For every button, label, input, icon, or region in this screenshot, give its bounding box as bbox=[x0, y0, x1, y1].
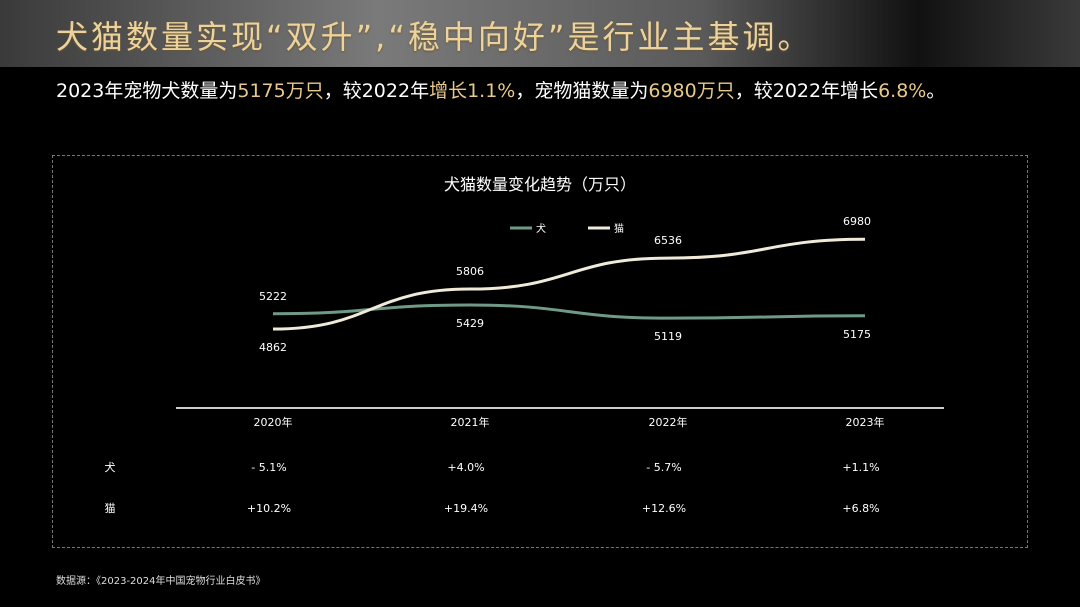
summary-segment: 增长1.1% bbox=[429, 80, 516, 102]
summary-segment: ，宠物猫数量为 bbox=[515, 80, 649, 102]
table-cell: +6.8% bbox=[842, 502, 879, 515]
title-banner bbox=[0, 0, 1080, 67]
data-label: 5175 bbox=[843, 328, 871, 341]
chart-title: 犬猫数量变化趋势（万只） bbox=[444, 175, 636, 194]
summary-segment: 6980万只 bbox=[648, 80, 735, 102]
table-cell: - 5.1% bbox=[251, 461, 286, 474]
table-row-label: 犬 bbox=[105, 460, 116, 474]
table-cell: +4.0% bbox=[447, 461, 484, 474]
legend-label: 犬 bbox=[536, 222, 546, 235]
summary-text: 2023年宠物犬数量为5175万只，较2022年增长1.1%，宠物猫数量为698… bbox=[56, 76, 945, 103]
data-label: 4862 bbox=[259, 341, 287, 354]
data-label: 5222 bbox=[259, 290, 287, 303]
data-label: 5429 bbox=[456, 317, 484, 330]
summary-segment: 5175万只 bbox=[237, 80, 324, 102]
table-cell: +1.1% bbox=[842, 461, 879, 474]
summary-segment: 6.8% bbox=[878, 80, 927, 102]
summary-segment: 2023年宠物犬数量为 bbox=[56, 80, 238, 102]
x-tick-label: 2021年 bbox=[451, 415, 490, 429]
data-label: 5119 bbox=[654, 330, 682, 343]
summary-segment: 。 bbox=[926, 80, 946, 102]
series-line-cat bbox=[272, 237, 866, 331]
data-label: 6980 bbox=[843, 215, 871, 228]
data-label: 5806 bbox=[456, 265, 484, 278]
table-cell: - 5.7% bbox=[646, 461, 681, 474]
x-tick-label: 2023年 bbox=[846, 415, 885, 429]
data-source: 数据源：《2023-2024年中国宠物行业白皮书》 bbox=[56, 576, 266, 587]
x-tick-label: 2020年 bbox=[254, 415, 293, 429]
data-label: 6536 bbox=[654, 234, 682, 247]
legend-label: 猫 bbox=[614, 222, 624, 235]
page-title: 犬猫数量实现“双升”,“稳中向好”是行业主基调。 bbox=[56, 18, 813, 56]
table-row-label: 猫 bbox=[105, 502, 116, 515]
summary-segment: ，较2022年 bbox=[323, 80, 430, 102]
table-cell: +10.2% bbox=[247, 502, 291, 515]
table-cell: +12.6% bbox=[642, 502, 686, 515]
chart-frame bbox=[52, 155, 1028, 548]
summary-segment: ，较2022年增长 bbox=[734, 80, 879, 102]
table-cell: +19.4% bbox=[444, 502, 488, 515]
x-tick-label: 2022年 bbox=[649, 415, 688, 429]
